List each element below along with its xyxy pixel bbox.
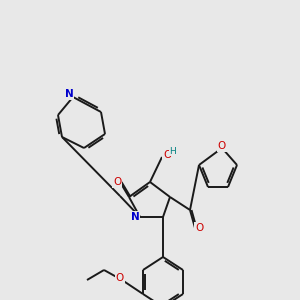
Text: O: O [163, 150, 171, 160]
Text: O: O [113, 177, 121, 187]
Text: H: H [169, 146, 176, 155]
Text: O: O [218, 141, 226, 151]
Text: O: O [195, 223, 203, 233]
Text: N: N [130, 212, 140, 222]
Text: N: N [64, 89, 74, 99]
Text: O: O [116, 273, 124, 283]
